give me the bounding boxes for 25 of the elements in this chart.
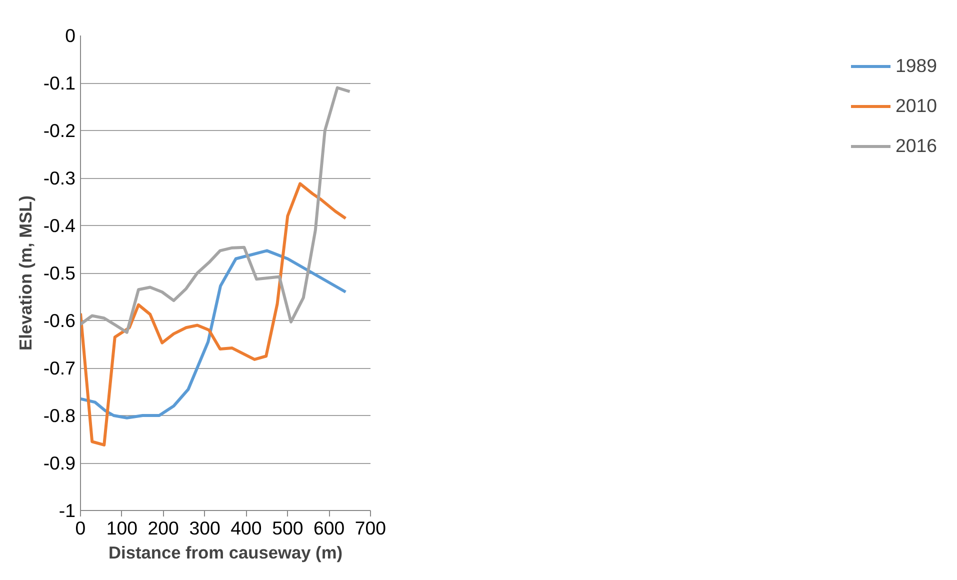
line-series	[80, 249, 348, 420]
x-tick-label: 700	[354, 518, 386, 538]
line-series	[80, 182, 348, 446]
x-tick-label: 300	[189, 518, 220, 538]
x-tick-label: 400	[230, 518, 262, 538]
y-tick-label: -0.9	[43, 452, 76, 474]
y-tick-label: -0.4	[43, 215, 76, 236]
legend-label: 2016	[895, 135, 937, 157]
x-tick-label: 100	[106, 518, 138, 538]
legend-label: 2010	[895, 95, 937, 117]
y-tick-label: -0.2	[43, 120, 76, 141]
y-tick-label: -0.8	[43, 405, 76, 426]
y-tick-label: -0.3	[43, 168, 76, 188]
x-tick-label: 600	[314, 518, 345, 538]
legend-label: 1989	[895, 55, 937, 77]
y-tick-label: -0.7	[43, 358, 76, 378]
x-tick-label: 200	[148, 518, 179, 538]
y-tick-label: -1	[58, 500, 76, 521]
y-axis-title: Elevation (m, MSL)	[15, 195, 36, 351]
y-tick-label: -0.1	[43, 72, 76, 94]
x-axis-title: Distance from causeway (m)	[108, 542, 343, 562]
x-tick-label: 500	[272, 518, 304, 538]
y-tick-label: -0.5	[43, 262, 76, 284]
y-tick-label: -0.6	[43, 310, 76, 331]
y-tick-label: 0	[65, 25, 76, 46]
